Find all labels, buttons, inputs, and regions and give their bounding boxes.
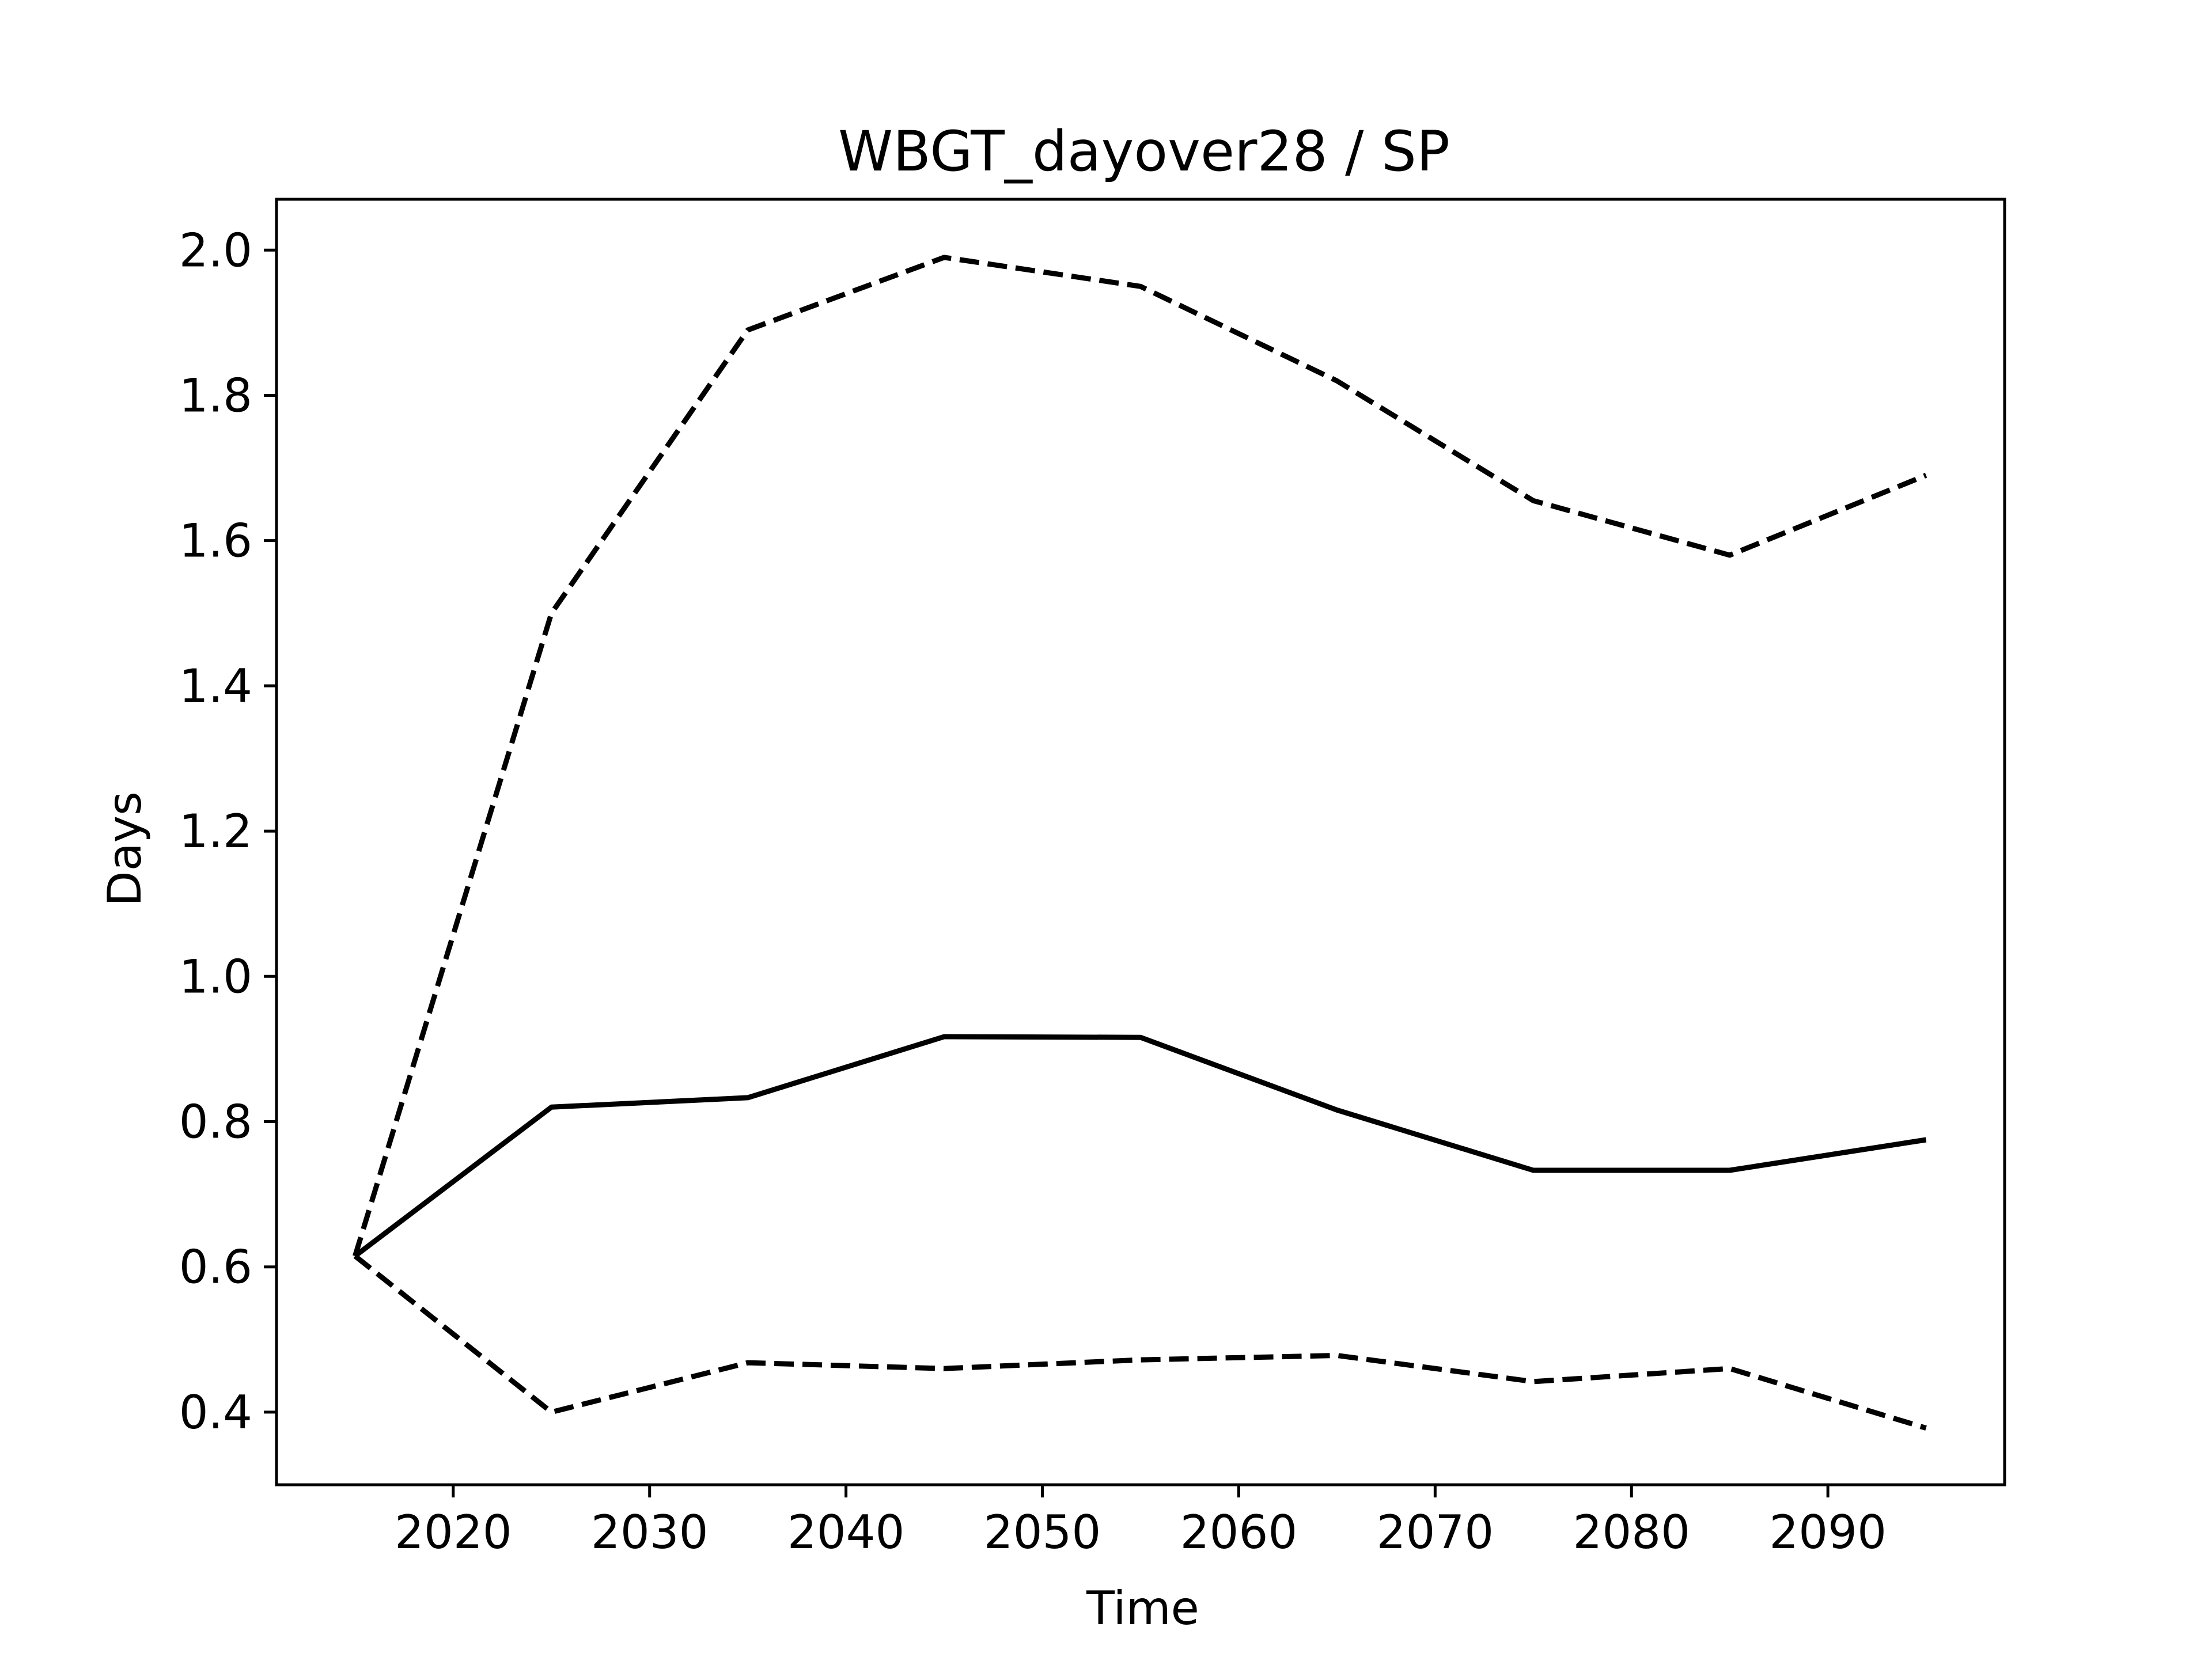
y-tick-label: 2.0: [179, 223, 252, 277]
x-tick-label: 2090: [1769, 1505, 1887, 1559]
x-tick-label: 2040: [787, 1505, 905, 1559]
y-tick-label: 0.4: [179, 1386, 252, 1439]
series-line-2: [353, 1034, 1927, 1258]
series-layer: [353, 255, 1927, 1431]
x-tick-label: 2070: [1377, 1505, 1494, 1559]
y-tick-label: 0.6: [179, 1241, 252, 1294]
y-tick-label: 0.8: [179, 1095, 252, 1148]
y-tick-label: 1.0: [179, 950, 252, 1003]
series-line-1: [353, 255, 1927, 1257]
chart-title: WBGT_dayover28 / SP: [838, 119, 1450, 184]
x-tick-label: 2030: [591, 1505, 709, 1559]
plot-area-frame: [275, 198, 2006, 1486]
y-axis-label: Days: [98, 791, 151, 907]
y-tick-label: 1.6: [179, 514, 252, 568]
x-tick-label: 2060: [1180, 1505, 1298, 1559]
y-axis-ticks: 0.4 0.6 0.8 1.0 1.2 1.4 1.6 1.8 2.0: [179, 223, 276, 1439]
x-tick-label: 2050: [984, 1505, 1101, 1559]
y-tick-label: 1.4: [179, 659, 252, 713]
y-tick-label: 1.8: [179, 369, 252, 422]
x-tick-label: 2020: [395, 1505, 512, 1559]
x-axis-label: Time: [1086, 1582, 1199, 1635]
x-axis-ticks: 2020 2030 2040 2050 2060 2070 2080 2090: [395, 1485, 1887, 1559]
y-tick-label: 1.2: [179, 805, 252, 858]
x-tick-label: 2080: [1573, 1505, 1690, 1559]
series-line-3: [353, 1254, 1927, 1431]
